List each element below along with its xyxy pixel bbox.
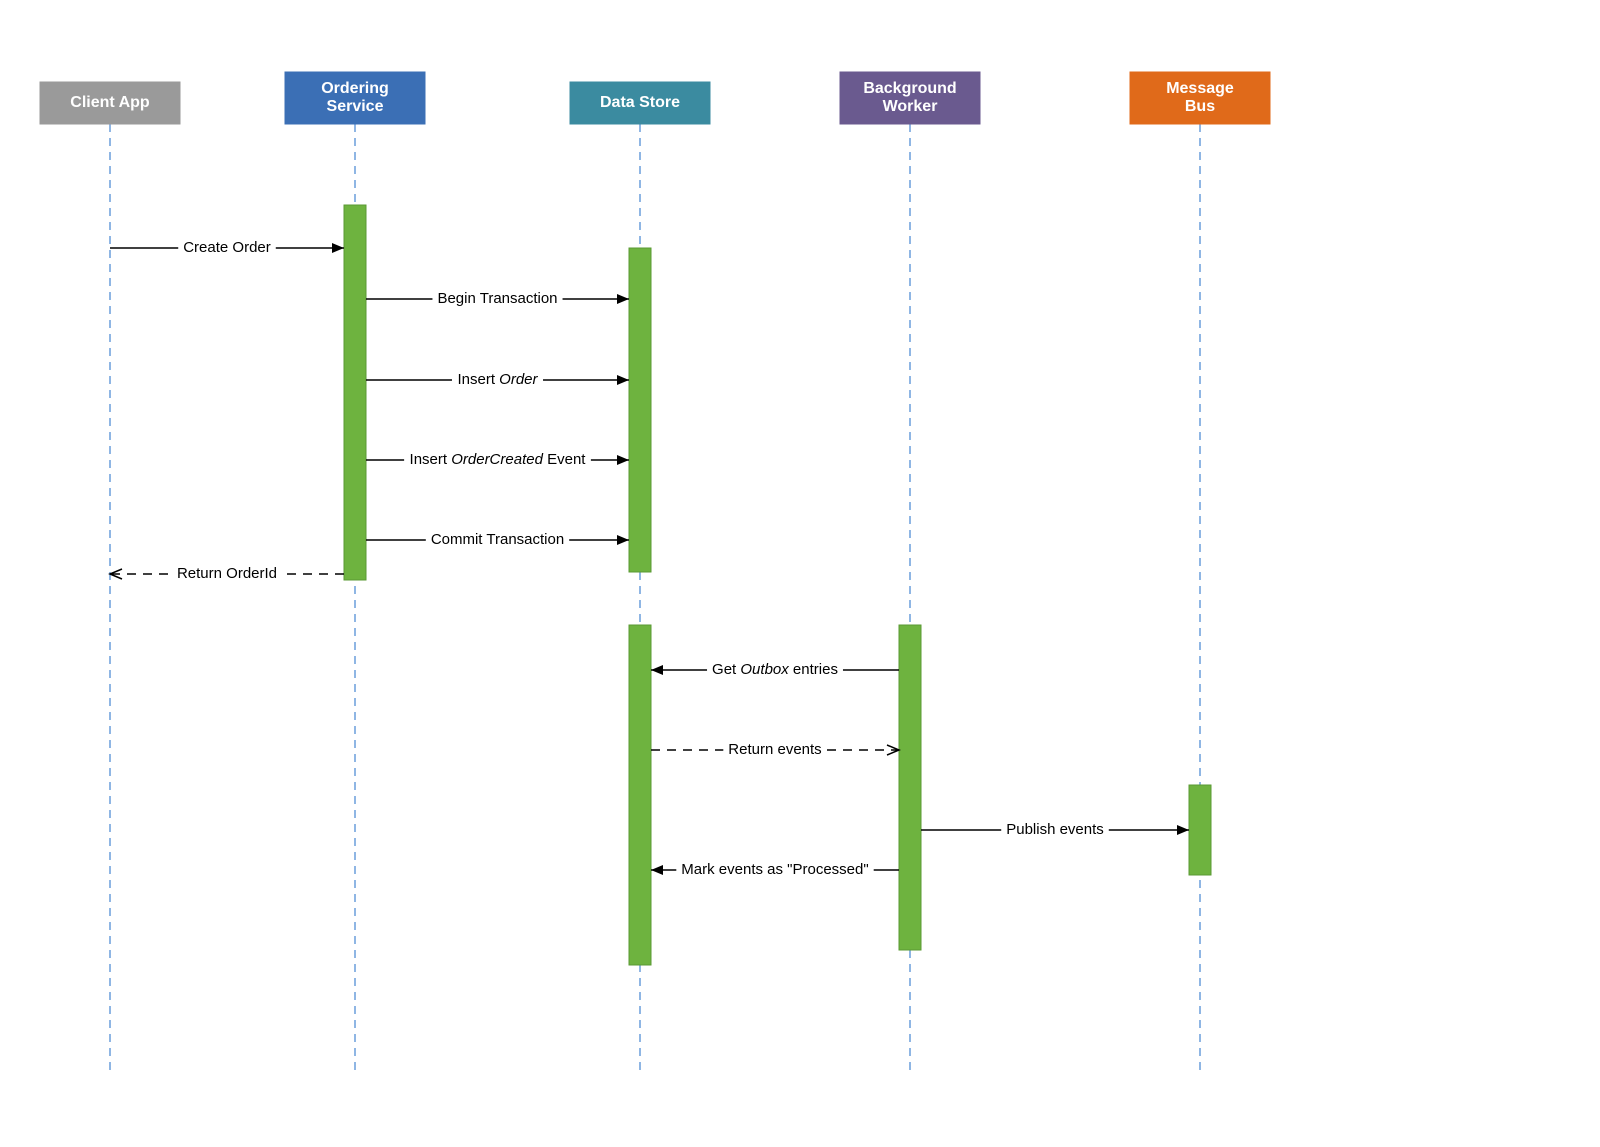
activation-store-1 bbox=[629, 248, 651, 572]
lane-header-label-bus: Message bbox=[1166, 80, 1234, 97]
message-label-2: Insert Order bbox=[457, 371, 538, 388]
activation-bus-4 bbox=[1189, 785, 1211, 875]
lane-header-label-worker: Background bbox=[863, 80, 956, 97]
lane-header-label-ordering: Service bbox=[327, 98, 384, 115]
message-label-5: Return OrderId bbox=[177, 565, 277, 582]
activation-worker-3 bbox=[899, 625, 921, 950]
lane-header-label-ordering: Ordering bbox=[321, 80, 389, 97]
message-label-0: Create Order bbox=[183, 239, 271, 256]
lane-header-label-client: Client App bbox=[70, 94, 150, 111]
lane-header-label-bus: Bus bbox=[1185, 98, 1215, 115]
lane-header-label-worker: Worker bbox=[883, 98, 938, 115]
sequence-diagram: Client App OrderingService Data Store Backg… bbox=[0, 0, 1600, 1147]
activation-store-2 bbox=[629, 625, 651, 965]
message-label-4: Commit Transaction bbox=[431, 531, 564, 548]
lane-header-label-store: Data Store bbox=[600, 94, 680, 111]
message-label-1: Begin Transaction bbox=[437, 290, 557, 307]
message-label-6: Get Outbox entries bbox=[712, 661, 838, 678]
message-label-8: Publish events bbox=[1006, 821, 1104, 838]
activation-ordering-0 bbox=[344, 205, 366, 580]
message-label-9: Mark events as "Processed" bbox=[681, 861, 868, 878]
message-label-3: Insert OrderCreated Event bbox=[410, 451, 587, 468]
message-label-7: Return events bbox=[728, 741, 821, 758]
